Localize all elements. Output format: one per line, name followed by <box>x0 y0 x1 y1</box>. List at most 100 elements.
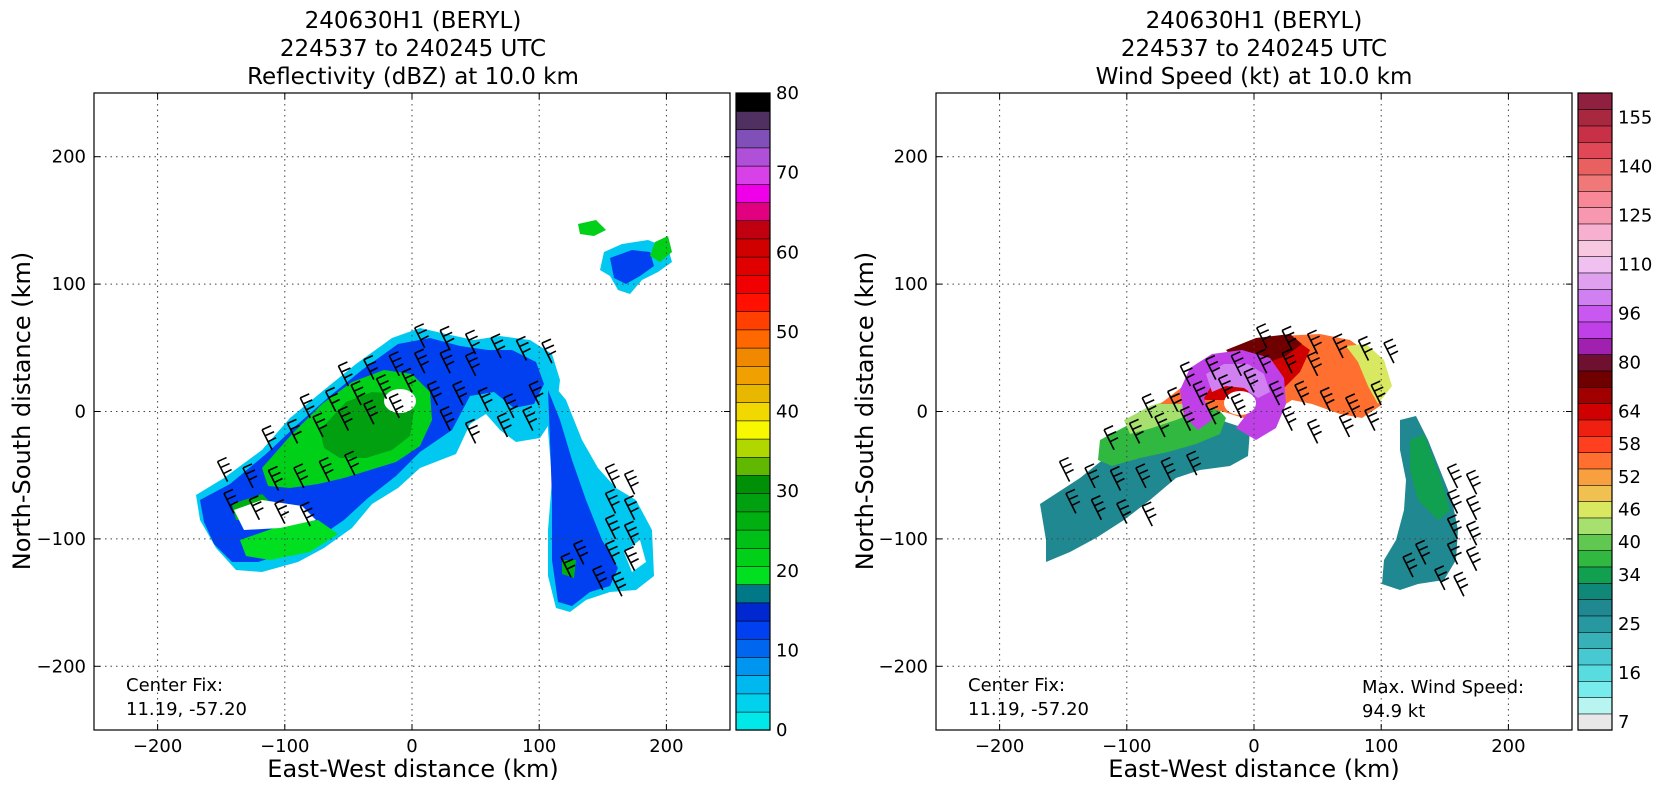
colorbar-tick-label: 96 <box>1618 304 1641 325</box>
x-tick-label: 200 <box>1491 736 1525 757</box>
wind-barb <box>1141 501 1157 527</box>
colorbar-bin <box>1577 207 1613 225</box>
colorbar-bin <box>735 147 771 167</box>
colorbar-bin <box>735 675 771 695</box>
wind-barb <box>1179 405 1195 431</box>
wind-barb <box>439 325 455 351</box>
wind-barb <box>1135 463 1151 489</box>
wind-barb <box>439 405 455 431</box>
colorbar-tick-label: 50 <box>776 322 799 343</box>
reflectivity-x-ticks: −200 −100 0 100 200 <box>133 93 684 757</box>
colorbar-bin <box>735 584 771 604</box>
wind-barb <box>299 393 315 419</box>
wind-barb <box>1465 469 1481 495</box>
colorbar-bin <box>1577 125 1613 143</box>
wind-barb <box>1205 354 1221 381</box>
colorbar-bin <box>735 402 771 422</box>
colorbar-tick-label: 140 <box>1618 157 1652 178</box>
colorbar-bin <box>1577 615 1613 633</box>
colorbar-bin <box>735 347 771 367</box>
wind-south-teal <box>1382 416 1458 590</box>
y-tick-label: 200 <box>894 147 928 168</box>
wind-barb <box>623 495 639 521</box>
colorbar-bin <box>1577 517 1613 535</box>
reflectivity-wind-barbs <box>216 323 639 597</box>
wind-barb <box>1281 325 1297 351</box>
y-tick-label: 0 <box>75 402 86 423</box>
reflectivity-y-ticks: −200 −100 0 100 200 <box>37 147 730 677</box>
wind-barb <box>1383 338 1399 364</box>
wind-barb <box>1446 463 1462 489</box>
colorbar-bin <box>1577 631 1613 649</box>
wind-barb <box>1364 405 1380 431</box>
x-tick-label: 0 <box>406 736 417 757</box>
wind-barb <box>216 456 232 482</box>
colorbar-bin <box>1577 501 1613 519</box>
wind-barb <box>1332 333 1348 359</box>
wind-barb <box>1154 412 1170 438</box>
colorbar-bin <box>735 656 771 677</box>
y-tick-label: 100 <box>894 274 928 295</box>
wind-speed-panel: 240630H1 (BERYL) 224537 to 240245 UTC Wi… <box>851 8 1652 783</box>
colorbar-frame <box>735 92 771 731</box>
y-tick-label: 0 <box>917 402 928 423</box>
x-tick-label: 0 <box>1248 736 1259 757</box>
center-fix-label: Center Fix: <box>968 675 1065 696</box>
colorbar-bin <box>1577 158 1613 176</box>
colorbar-tick-label: 155 <box>1618 108 1652 129</box>
wind-barb <box>522 405 538 431</box>
wind-barb <box>375 374 391 400</box>
colorbar-bin <box>735 383 771 404</box>
reflectivity-field <box>196 220 672 612</box>
chart-title-line-2: 224537 to 240245 UTC <box>280 36 546 62</box>
wind-speed-wind-barbs <box>1058 323 1481 597</box>
wind-barb <box>1453 571 1469 597</box>
colorbar-bin <box>1577 435 1613 453</box>
colorbar-bin <box>1577 533 1613 551</box>
wind-barb <box>1319 386 1335 412</box>
wind-barb <box>324 386 341 412</box>
colorbar-tick-label: 46 <box>1618 500 1641 521</box>
center-fix-value: 11.19, -57.20 <box>126 699 247 720</box>
colorbar-bin <box>1577 386 1613 404</box>
colorbar-tick-label: 80 <box>1618 353 1641 374</box>
wind-barb <box>337 405 353 431</box>
wind-barb <box>337 361 353 387</box>
wind-barb <box>1268 380 1284 406</box>
reflectivity-x-axis-label: East-West distance (km) <box>267 755 558 783</box>
colorbar-bin <box>1577 141 1613 159</box>
colorbar-tick-label: 70 <box>776 163 799 184</box>
colorbar-bin <box>1577 288 1613 306</box>
colorbar-bin <box>735 511 771 531</box>
colorbar-tick-label: 10 <box>776 640 799 661</box>
colorbar-bin <box>735 311 771 331</box>
wind-barb <box>1103 424 1119 451</box>
x-tick-label: 100 <box>1364 736 1398 757</box>
colorbar-bin <box>735 329 771 349</box>
colorbar-tick-label: 16 <box>1618 663 1641 684</box>
wind-barb <box>477 386 493 412</box>
wind-barb <box>1230 393 1246 419</box>
wind-barb <box>1065 488 1081 514</box>
wind-barb <box>1306 351 1322 377</box>
wind-barb <box>1465 495 1481 521</box>
y-tick-label: −200 <box>37 656 86 677</box>
wind-barb <box>1256 323 1272 349</box>
colorbar-tick-label: 7 <box>1618 712 1629 733</box>
colorbar-bin <box>735 238 771 258</box>
wind-barb <box>452 380 468 406</box>
wind-barb <box>1434 565 1450 591</box>
wind-barb <box>1446 539 1462 565</box>
wind-barb <box>1345 393 1361 419</box>
colorbar-bin <box>735 129 771 149</box>
colorbar-bin <box>735 711 771 731</box>
wind-barb <box>1370 380 1386 406</box>
chart-title-line-1: 240630H1 (BERYL) <box>305 8 522 34</box>
colorbar-tick-label: 80 <box>776 83 799 104</box>
colorbar-tick-label: 34 <box>1618 565 1641 586</box>
y-tick-label: −100 <box>37 529 86 550</box>
wind-barb <box>541 338 557 364</box>
wind-barb <box>274 498 290 524</box>
wind-barb <box>1281 405 1297 431</box>
echo-south-blue <box>548 390 618 606</box>
